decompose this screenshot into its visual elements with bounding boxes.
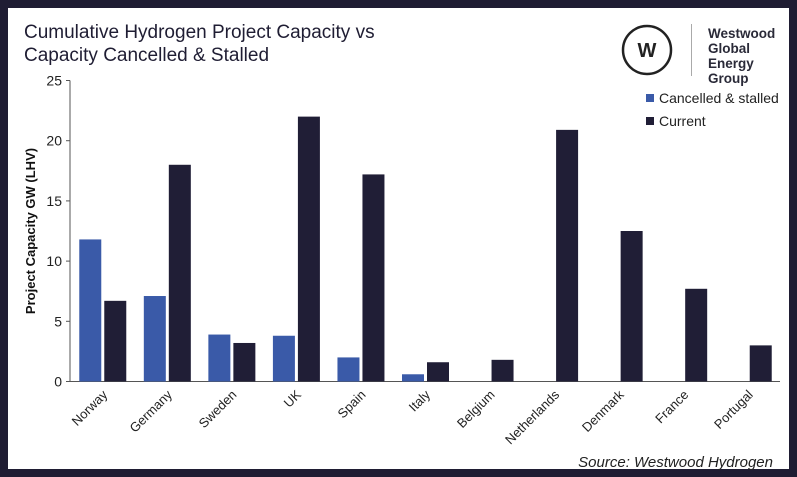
title-line-2: Capacity Cancelled & Stalled	[24, 45, 270, 66]
bar-current-norway	[104, 300, 127, 382]
logo-line: Global Energy	[708, 41, 754, 71]
svg-text:W: W	[638, 40, 657, 62]
bar-current-sweden	[233, 342, 256, 382]
y-tick-label: 5	[54, 313, 62, 329]
bar-current-netherlands	[556, 129, 579, 382]
legend-swatch	[646, 117, 654, 125]
title-line-1: Cumulative Hydrogen Project Capacity vs	[24, 22, 375, 43]
legend-label: Current	[659, 113, 706, 129]
bar-cancelled-stalled-sweden	[208, 334, 231, 382]
y-tick-label: 15	[46, 193, 62, 209]
bar-current-uk	[297, 116, 320, 382]
x-tick-label: Germany	[127, 387, 176, 436]
x-tick-label: France	[652, 387, 691, 426]
bar-current-france	[685, 288, 708, 382]
y-tick-label: 0	[54, 374, 62, 390]
x-tick-label: Norway	[69, 387, 111, 429]
bar-cancelled-stalled-italy	[402, 374, 424, 382]
x-tick-label: Sweden	[196, 387, 240, 431]
bar-current-germany	[168, 164, 191, 382]
x-tick-label: Belgium	[454, 387, 498, 431]
bar-chart: 0 5 10 15 20 25 Project Capacity GW (LHV) Norwa…	[23, 73, 780, 448]
logo-divider	[691, 24, 692, 76]
bar-cancelled-stalled-uk	[272, 335, 295, 382]
legend-swatch	[646, 94, 654, 102]
y-tick-label: 20	[46, 133, 62, 149]
bar-current-spain	[362, 174, 385, 382]
bar-current-denmark	[620, 231, 643, 382]
bar-current-italy	[427, 362, 449, 382]
bar-cancelled-stalled-germany	[143, 296, 166, 382]
bar-current-portugal	[749, 345, 772, 382]
x-tick-label: Spain	[334, 387, 368, 421]
bar-cancelled-stalled-norway	[79, 239, 102, 382]
westwood-logo: W Westwood Global Energy Group	[614, 22, 794, 86]
source-note: Source: Westwood Hydrogen	[578, 454, 773, 471]
logo-line: Westwood	[708, 26, 776, 41]
bar-current-belgium	[491, 359, 514, 382]
legend-label: Cancelled & stalled	[659, 90, 779, 106]
bar-cancelled-stalled-spain	[337, 357, 360, 382]
logo-line: Group	[708, 71, 749, 86]
westwood-logo-mark-icon: W	[621, 24, 673, 76]
x-tick-label: Denmark	[579, 387, 627, 435]
y-tick-label: 10	[46, 253, 62, 269]
x-tick-label: Netherlands	[502, 387, 563, 448]
x-tick-label: UK	[281, 387, 305, 411]
y-tick-label: 25	[46, 73, 62, 89]
y-axis-title: Project Capacity GW (LHV)	[23, 148, 38, 314]
chart-frame: Cumulative Hydrogen Project Capacity vs …	[8, 8, 789, 471]
chart-title: Cumulative Hydrogen Project Capacity vs …	[24, 21, 444, 67]
x-tick-label: Portugal	[711, 387, 756, 432]
x-tick-label: Italy	[406, 387, 434, 415]
